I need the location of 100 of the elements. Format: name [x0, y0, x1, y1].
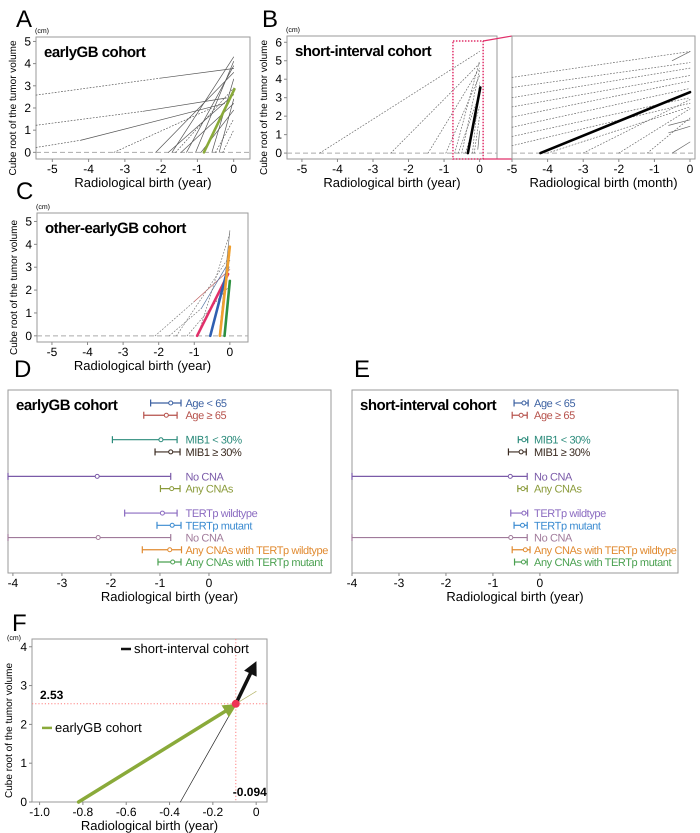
x-axis-title: Radiological birth (year) [446, 589, 584, 604]
y-tick-label: Any CNAs [534, 484, 582, 496]
text: earlyGB cohort [44, 44, 146, 61]
y-axis-title: Cube root of the tumor volume [9, 220, 20, 356]
text: B [262, 6, 278, 33]
text: other-earlyGB cohort [45, 220, 186, 237]
y-tick-label: Age < 65 [534, 398, 576, 410]
x-axis-title: Radiological birth (year) [100, 589, 238, 604]
y-tick-label: 1 [20, 756, 28, 770]
x-tick-label: -1.0 [29, 805, 50, 819]
x-tick-label: -1 [649, 162, 660, 176]
y-tick-label: 3 [275, 90, 282, 105]
text: A [16, 6, 32, 33]
text: E [354, 356, 370, 383]
text: short-interval cohort [360, 397, 497, 414]
y-tick-label: 3 [20, 678, 28, 693]
y-tick-label: Any CNAs with TERTp wildtype [186, 544, 328, 557]
y-tick-label: 0 [24, 145, 32, 160]
legend-label: earlyGB cohort [55, 720, 142, 735]
y-tick-label: Age ≥ 65 [534, 410, 576, 422]
x-tick-label: -4 [82, 345, 94, 359]
x-tick-label: -1 [154, 576, 166, 590]
x-tick-label: -1 [192, 162, 204, 176]
x-axis-title: Radiological birth (year) [74, 358, 212, 373]
x-tick-label: -2 [156, 162, 167, 176]
y-tick-label: Any CNAs with TERTp wildtype [534, 544, 677, 557]
x-tick-label: -1 [188, 345, 200, 359]
x-axis-title: Radiological birth (year) [74, 175, 212, 190]
text: earlyGB cohort [16, 397, 118, 414]
x-tick-label: -3 [578, 162, 589, 176]
y-tick-label: 1 [24, 123, 32, 138]
y-tick-label: 1 [25, 306, 32, 320]
y-tick-label: MIB1 < 30% [186, 434, 242, 447]
y-tick-label: TERTp mutant [186, 520, 252, 532]
x-tick-label: -2 [440, 576, 452, 590]
y-tick-label: MIB1 ≥ 30% [534, 446, 590, 459]
y-tick-label: 0 [20, 795, 28, 809]
y-tick-label: 6 [275, 35, 282, 50]
y-tick-label: No CNA [534, 471, 574, 484]
y-tick-label: 2 [275, 109, 282, 124]
x-tick-label: -3 [118, 345, 129, 359]
x-tick-label: -3 [368, 162, 379, 176]
x-tick-label: -5 [506, 162, 518, 176]
legend-label: short-interval cohort [134, 641, 250, 656]
y-tick-label: 5 [24, 34, 32, 48]
x-tick-label: 0 [686, 162, 694, 176]
y-tick-label: Any CNAs with TERTp mutant [186, 557, 323, 569]
y-tick-label: 4 [275, 72, 282, 86]
y-tick-label: Age < 65 [186, 398, 227, 410]
y-tick-label: 4 [20, 640, 28, 654]
x-tick-label: -0.6 [116, 805, 137, 819]
x-tick-label: -1 [438, 162, 450, 176]
y-tick-label: 5 [275, 54, 282, 68]
x-tick-label: -2 [153, 345, 164, 359]
y-axis-title: Cube root of the tumor volume [259, 40, 270, 176]
x-tick-label: -4 [83, 162, 94, 176]
y-tick-label: Any CNAs [186, 484, 234, 496]
text: D [14, 356, 32, 383]
x-tick-label: -5 [296, 162, 308, 176]
text: short-interval cohort [295, 43, 432, 60]
ref-line-label: 2.53 [40, 688, 64, 702]
y-tick-label: 0 [275, 146, 282, 160]
y-tick-label: 4 [24, 56, 32, 71]
x-tick-label: -0.2 [202, 805, 224, 819]
y-tick-label: MIB1 ≥ 30% [186, 446, 242, 459]
x-axis-title: Radiological birth (year) [80, 818, 218, 833]
x-tick-label: -4 [346, 576, 358, 590]
text: C [16, 178, 34, 205]
y-tick-label: 3 [24, 78, 32, 93]
y-tick-label: 4 [25, 237, 32, 252]
x-axis-title: Radiological birth (month) [529, 175, 678, 190]
x-tick-label: -3 [394, 576, 405, 590]
x-tick-label: -4 [8, 576, 19, 590]
y-axis-title: Cube root of the tumor volume [8, 40, 19, 176]
y-tick-label: No CNA [534, 532, 574, 545]
y-tick-label: 2 [20, 717, 28, 732]
y-tick-label: 2 [24, 100, 32, 115]
y-tick-label: 2 [25, 283, 32, 298]
y-tick-label: TERTp wildtype [186, 508, 258, 520]
y-tick-label: TERTp wildtype [534, 508, 606, 520]
y-tick-label: 0 [25, 328, 32, 343]
y-tick-label: No CNA [186, 471, 225, 484]
y-tick-label: 5 [25, 214, 32, 228]
x-tick-label: -1 [488, 576, 499, 590]
y-tick-label: 1 [275, 128, 282, 142]
x-tick-label: 0 [476, 162, 484, 176]
x-tick-label: -0.4 [159, 805, 180, 819]
y-tick-label: TERTp mutant [534, 520, 601, 532]
x-tick-label: -5 [46, 162, 58, 176]
x-tick-label: -4 [332, 162, 344, 176]
x-tick-label: -0.8 [72, 805, 94, 819]
y-tick-label: Any CNAs with TERTp mutant [534, 557, 672, 569]
y-axis-title: Cube root of the tumor volume [4, 662, 15, 798]
y-tick-label: No CNA [186, 532, 225, 545]
x-tick-label: -2 [106, 576, 117, 590]
y-tick-label: MIB1 < 30% [534, 434, 591, 447]
x-tick-label: -2 [403, 162, 414, 176]
x-tick-label: -3 [56, 576, 68, 590]
x-tick-label: -4 [542, 162, 554, 176]
x-axis-title: Radiological birth (year) [323, 175, 461, 190]
